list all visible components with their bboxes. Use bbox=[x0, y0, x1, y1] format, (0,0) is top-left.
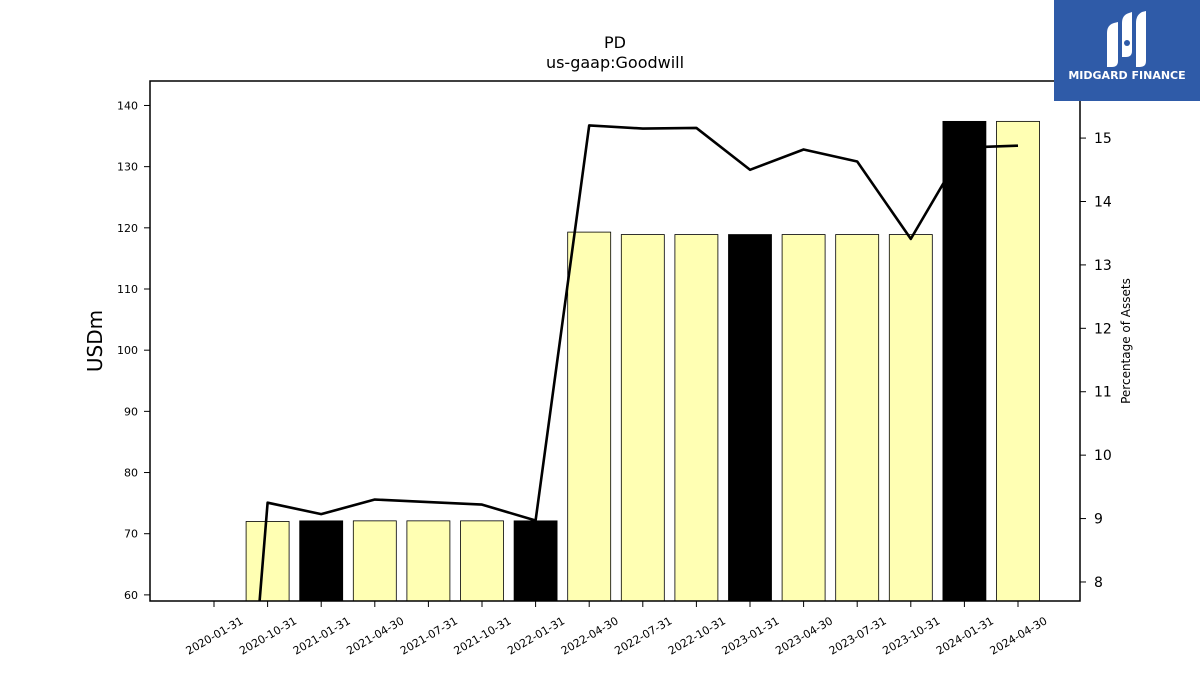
y-axis-left: 60 70 80 90 100 110 120 130 140 bbox=[117, 99, 150, 602]
y-tick-label: 60 bbox=[124, 589, 138, 602]
bar bbox=[299, 520, 344, 602]
y2-tick-label: 9 bbox=[1094, 512, 1103, 528]
bar bbox=[620, 234, 665, 602]
bar bbox=[996, 120, 1040, 602]
y2-tick-label: 14 bbox=[1094, 194, 1112, 210]
bar bbox=[567, 231, 612, 602]
x-tick-label: 2023-04-30 bbox=[773, 614, 835, 657]
bar bbox=[513, 520, 558, 602]
percentage-line bbox=[258, 124, 1019, 602]
y2-tick-label: 10 bbox=[1094, 448, 1112, 464]
y-tick-label: 90 bbox=[124, 405, 138, 418]
x-tick-label: 2023-10-31 bbox=[880, 614, 942, 657]
x-tick-label: 2022-07-31 bbox=[612, 614, 674, 657]
y-tick-label: 130 bbox=[117, 161, 138, 174]
y-tick-label: 140 bbox=[117, 99, 138, 112]
x-tick-label: 2021-07-31 bbox=[398, 614, 460, 657]
y2-tick-label: 13 bbox=[1094, 258, 1112, 274]
bar bbox=[835, 234, 880, 602]
x-tick-label: 2024-01-31 bbox=[934, 614, 996, 657]
y2-tick-label: 8 bbox=[1094, 575, 1103, 591]
midgard-logo-icon bbox=[1107, 11, 1146, 67]
chart-subtitle: us-gaap:Goodwill bbox=[545, 53, 685, 72]
plot-frame bbox=[149, 80, 1081, 602]
x-tick-label: 2020-10-31 bbox=[237, 614, 299, 657]
x-tick-label: 2022-01-31 bbox=[505, 614, 567, 657]
bar bbox=[888, 234, 933, 602]
y2-tick-label: 11 bbox=[1094, 385, 1112, 401]
y-tick-label: 80 bbox=[124, 467, 138, 480]
x-tick-label: 2021-10-31 bbox=[452, 614, 514, 657]
y-tick-label: 100 bbox=[117, 344, 138, 357]
x-tick-label: 2023-01-31 bbox=[720, 614, 782, 657]
logo-text: MIDGARD FINANCE bbox=[1068, 69, 1186, 82]
x-tick-label: 2020-01-31 bbox=[184, 614, 246, 657]
line-group bbox=[258, 124, 1019, 602]
bar-group bbox=[245, 120, 1040, 602]
y2-axis-label: Percentage of Assets bbox=[1119, 278, 1133, 404]
midgard-finance-logo: MIDGARD FINANCE bbox=[1054, 0, 1200, 101]
x-tick-label: 2024-04-30 bbox=[988, 614, 1050, 657]
bar bbox=[352, 520, 397, 602]
chart-title: PD bbox=[604, 33, 626, 52]
bar bbox=[406, 520, 451, 602]
x-tick-label: 2021-01-31 bbox=[291, 614, 353, 657]
x-tick-label: 2022-10-31 bbox=[666, 614, 728, 657]
y2-tick-label: 12 bbox=[1094, 321, 1112, 337]
x-tick-label: 2023-07-31 bbox=[827, 614, 889, 657]
y-axis-right: 8 9 10 11 12 13 14 15 bbox=[1080, 131, 1112, 591]
x-tick-label: 2021-04-30 bbox=[344, 614, 406, 657]
bar bbox=[781, 234, 826, 602]
bar bbox=[728, 234, 772, 602]
y-tick-label: 70 bbox=[124, 528, 138, 541]
x-axis: 2020-01-312020-10-312021-01-312021-04-30… bbox=[184, 601, 1050, 658]
bar bbox=[460, 520, 504, 602]
x-tick-label: 2022-04-30 bbox=[559, 614, 621, 657]
y-tick-label: 120 bbox=[117, 222, 138, 235]
y2-tick-label: 15 bbox=[1094, 131, 1112, 147]
bar bbox=[245, 521, 290, 602]
y-tick-label: 110 bbox=[117, 283, 138, 296]
bar bbox=[942, 120, 987, 602]
bar bbox=[674, 234, 719, 602]
y-axis-label: USDm bbox=[83, 310, 107, 372]
